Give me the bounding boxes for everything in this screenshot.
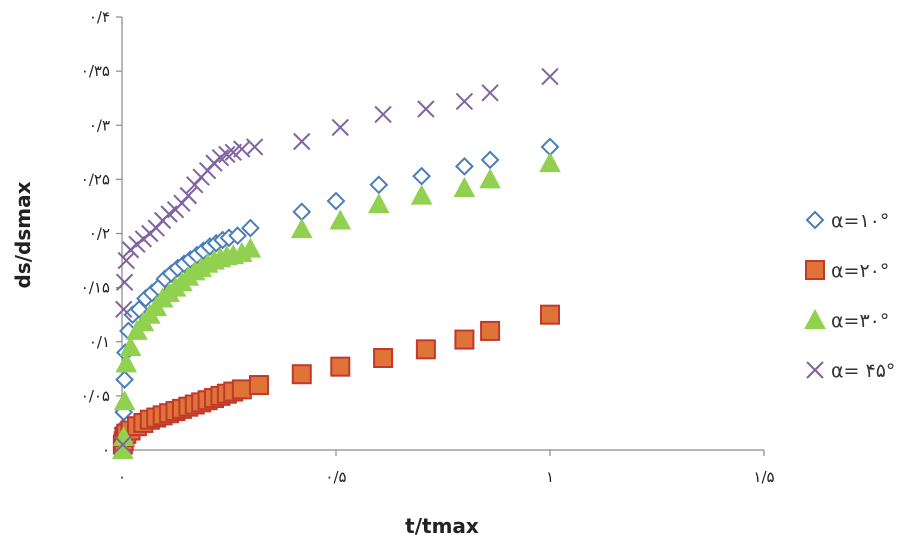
legend-marker — [805, 210, 825, 230]
data-point — [293, 132, 311, 151]
data-point — [113, 390, 136, 411]
data-point — [115, 273, 134, 291]
data-point — [228, 226, 247, 246]
data-point — [454, 156, 474, 176]
data-point — [119, 336, 142, 357]
y-tick-label: ۰/۲۵ — [81, 170, 110, 188]
y-tick-label: ۰ — [102, 441, 110, 459]
legend-marker — [806, 361, 824, 379]
legend-label: α=۱۰° — [831, 210, 889, 232]
data-point — [239, 237, 262, 258]
legend-marker — [805, 260, 825, 280]
legend-label: α=۳۰° — [831, 310, 889, 332]
x-axis-title: t/tmax — [405, 514, 479, 538]
data-point — [540, 304, 560, 325]
data-point — [417, 100, 435, 118]
data-point — [115, 352, 138, 373]
data-point — [115, 300, 133, 318]
y-tick-label: ۰/۱۵ — [81, 279, 110, 297]
data-point — [453, 176, 476, 198]
data-point — [480, 320, 501, 341]
x-tick-label: ۱ — [546, 468, 554, 486]
data-point — [415, 339, 436, 360]
data-point — [326, 191, 346, 211]
data-point — [115, 370, 134, 390]
legend-label: α=۲۰° — [831, 260, 889, 282]
data-point — [410, 184, 433, 205]
data-point — [211, 149, 230, 167]
y-tick-label: ۰/۴ — [89, 8, 110, 26]
y-tick-label: ۰/۲ — [89, 225, 110, 243]
x-tick-label: ۰/۵ — [325, 468, 346, 486]
data-point — [231, 379, 252, 400]
legend-item: α=۱۰° — [805, 210, 889, 232]
data-point — [367, 193, 390, 214]
y-tick-label: ۰/۳ — [89, 116, 110, 134]
data-point — [292, 202, 312, 222]
legend: α=۱۰° α=۲۰° α=۳۰° α= ۴۵° — [804, 210, 895, 382]
y-axis-title: ds/dsmax — [11, 181, 35, 288]
data-point — [248, 375, 269, 396]
x-tick-label: ۰ — [118, 468, 126, 486]
data-point — [240, 218, 260, 238]
data-point — [114, 435, 132, 454]
tick-labels: ۰ ۰/۰۵ ۰/۱ ۰/۱۵ ۰/۲ ۰/۲۵ ۰/۳ ۰/۳۵ ۰/۴ ۰ ۰/۵ ۱ ۱/۵ — [81, 8, 775, 486]
y-tick-label: ۰/۱ — [89, 333, 110, 351]
data-point — [290, 218, 313, 239]
legend-label: α= ۴۵° — [831, 360, 895, 382]
data-point — [179, 186, 198, 205]
legend-item: α= ۴۵° — [806, 360, 895, 382]
plot-area: ۰ ۰/۰۵ ۰/۱ ۰/۱۵ ۰/۲ ۰/۲۵ ۰/۳ ۰/۳۵ ۰/۴ ۰ ۰/۵ ۱ ۱/۵ — [81, 8, 775, 486]
data-point — [541, 67, 559, 86]
data-point — [374, 105, 392, 124]
data-point — [373, 347, 394, 368]
legend-item: α=۲۰° — [805, 260, 889, 282]
legend-item: α=۳۰° — [804, 308, 889, 332]
data-point — [455, 92, 474, 111]
x-tick-label: ۱/۵ — [753, 468, 774, 486]
series-2 — [112, 304, 560, 455]
data-point — [369, 175, 389, 195]
data-point — [454, 329, 475, 350]
data-point — [329, 209, 352, 230]
legend-marker — [804, 308, 826, 329]
data-point — [245, 138, 264, 156]
series-4 — [114, 67, 559, 454]
data-point — [539, 152, 561, 173]
y-tick-label: ۰/۰۵ — [81, 387, 110, 405]
data-point — [480, 150, 500, 170]
data-point — [291, 364, 312, 385]
data-point — [117, 251, 135, 270]
data-point — [481, 84, 499, 102]
data-point — [479, 168, 501, 189]
y-tick-label: ۰/۳۵ — [81, 62, 110, 80]
data-markers — [112, 67, 561, 459]
data-point — [218, 145, 236, 164]
data-point — [331, 118, 349, 137]
data-point — [330, 356, 351, 377]
data-point — [412, 166, 432, 186]
